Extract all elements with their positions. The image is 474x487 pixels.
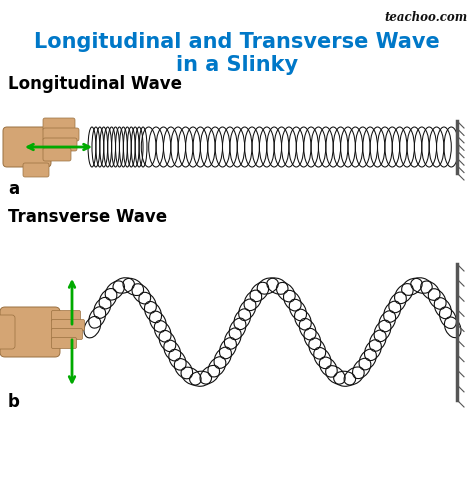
FancyBboxPatch shape <box>52 337 76 349</box>
FancyBboxPatch shape <box>52 311 81 321</box>
Text: Longitudinal and Transverse Wave: Longitudinal and Transverse Wave <box>34 32 440 52</box>
FancyBboxPatch shape <box>0 315 15 349</box>
Text: Longitudinal Wave: Longitudinal Wave <box>8 75 182 93</box>
FancyBboxPatch shape <box>43 128 79 141</box>
Text: teachoo.com: teachoo.com <box>385 11 468 24</box>
Text: in a Slinky: in a Slinky <box>176 55 298 75</box>
Text: Transverse Wave: Transverse Wave <box>8 208 167 226</box>
FancyBboxPatch shape <box>43 148 71 161</box>
FancyBboxPatch shape <box>43 138 77 151</box>
FancyBboxPatch shape <box>52 329 82 339</box>
FancyBboxPatch shape <box>52 319 84 331</box>
Text: b: b <box>8 393 20 411</box>
FancyBboxPatch shape <box>0 307 60 357</box>
Text: a: a <box>8 180 19 198</box>
FancyBboxPatch shape <box>3 127 51 167</box>
FancyBboxPatch shape <box>23 163 49 177</box>
FancyBboxPatch shape <box>43 118 75 131</box>
